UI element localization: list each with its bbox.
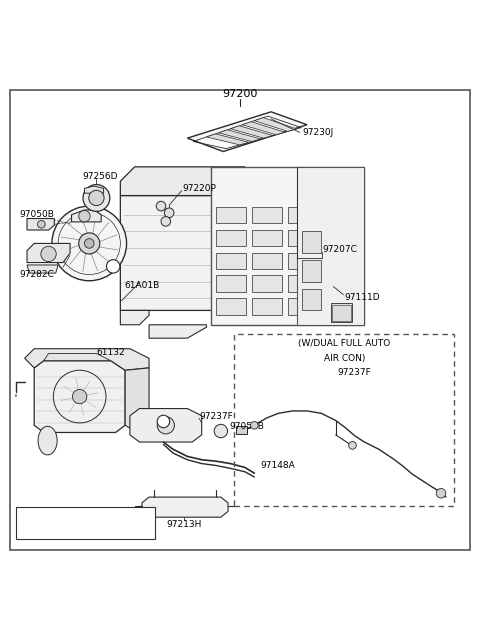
Polygon shape — [142, 497, 228, 517]
Text: (W/DUAL FULL AUTO: (W/DUAL FULL AUTO — [298, 339, 390, 348]
Text: 97148A: 97148A — [260, 461, 295, 470]
Polygon shape — [38, 426, 57, 455]
Polygon shape — [27, 218, 54, 230]
Bar — [288, 253, 318, 269]
Text: 97220P: 97220P — [182, 184, 216, 193]
Circle shape — [107, 260, 120, 273]
Bar — [302, 289, 322, 310]
Polygon shape — [254, 118, 297, 131]
Text: 61132: 61132 — [96, 348, 125, 357]
Text: ②: ② — [160, 417, 167, 426]
Polygon shape — [34, 361, 125, 433]
Circle shape — [214, 424, 228, 438]
Text: 97207C: 97207C — [323, 244, 357, 253]
Polygon shape — [120, 310, 149, 324]
Text: THE NO.97225K :①~②: THE NO.97225K :①~② — [20, 525, 120, 534]
Bar — [252, 230, 282, 246]
Circle shape — [156, 202, 166, 211]
Bar — [216, 298, 246, 316]
Bar — [236, 426, 247, 434]
Polygon shape — [187, 112, 307, 152]
Text: 97237F: 97237F — [337, 368, 371, 377]
Circle shape — [161, 216, 170, 226]
Bar — [216, 253, 246, 269]
Circle shape — [157, 415, 169, 428]
Circle shape — [79, 211, 90, 222]
Bar — [302, 232, 322, 253]
Bar — [234, 334, 455, 506]
Polygon shape — [211, 167, 364, 324]
Polygon shape — [230, 196, 245, 310]
Circle shape — [436, 488, 446, 498]
Polygon shape — [24, 349, 149, 371]
Bar — [252, 253, 282, 269]
Circle shape — [89, 190, 104, 205]
Bar — [302, 260, 322, 282]
Circle shape — [52, 206, 127, 281]
Polygon shape — [242, 122, 285, 135]
Bar — [252, 275, 282, 292]
Text: 97050B: 97050B — [19, 210, 54, 220]
Bar — [252, 298, 282, 316]
Polygon shape — [149, 324, 206, 338]
Polygon shape — [245, 214, 269, 262]
Circle shape — [84, 239, 94, 248]
Polygon shape — [298, 167, 364, 324]
Bar — [331, 303, 352, 323]
Bar — [288, 207, 318, 223]
Text: 97230J: 97230J — [302, 128, 334, 137]
Text: ①: ① — [110, 262, 117, 271]
Bar — [16, 507, 155, 540]
Text: 61A01B: 61A01B — [124, 281, 159, 290]
Polygon shape — [130, 408, 202, 442]
Polygon shape — [120, 196, 245, 310]
Polygon shape — [218, 130, 261, 141]
Text: 97200: 97200 — [222, 89, 258, 99]
Polygon shape — [125, 368, 149, 431]
Circle shape — [164, 208, 174, 218]
Circle shape — [251, 422, 258, 429]
Bar — [332, 305, 351, 321]
Polygon shape — [230, 125, 273, 138]
Text: 97256D: 97256D — [82, 172, 118, 181]
Circle shape — [157, 417, 174, 434]
Circle shape — [348, 442, 356, 449]
Circle shape — [83, 184, 110, 211]
Polygon shape — [27, 265, 58, 273]
Polygon shape — [44, 353, 111, 361]
Text: 97282C: 97282C — [19, 270, 54, 279]
Circle shape — [37, 220, 45, 228]
Text: 97050B: 97050B — [229, 422, 264, 431]
Polygon shape — [27, 243, 70, 262]
Text: NOTE: NOTE — [20, 507, 43, 516]
Circle shape — [41, 246, 56, 262]
Polygon shape — [72, 210, 101, 222]
Bar — [288, 275, 318, 292]
Text: 97213H: 97213H — [166, 520, 202, 529]
Text: 97111D: 97111D — [344, 292, 380, 301]
Bar — [288, 230, 318, 246]
Bar — [252, 207, 282, 223]
Polygon shape — [84, 186, 104, 193]
Circle shape — [79, 233, 100, 254]
Circle shape — [72, 389, 87, 404]
Bar — [288, 298, 318, 316]
Text: 97237F: 97237F — [199, 412, 233, 421]
Text: AIR CON): AIR CON) — [324, 354, 365, 363]
Bar — [216, 230, 246, 246]
Polygon shape — [206, 134, 249, 145]
Bar — [216, 275, 246, 292]
Bar — [216, 207, 246, 223]
Polygon shape — [120, 167, 245, 196]
